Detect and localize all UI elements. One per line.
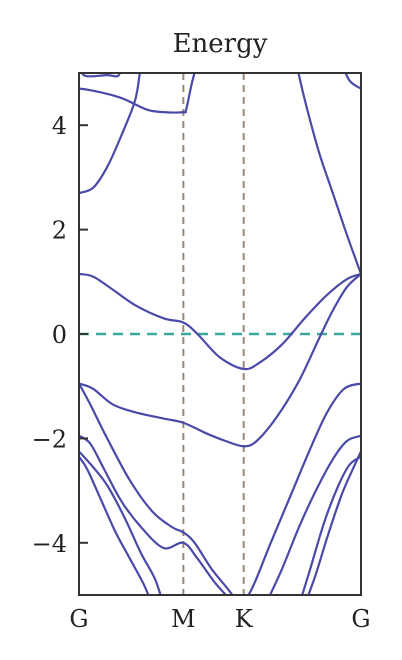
chart-title: Energy bbox=[173, 29, 268, 59]
y-tick-label: −2 bbox=[32, 425, 67, 453]
y-axis: 4 2 0 −2 −4 bbox=[32, 112, 88, 558]
band-line bbox=[79, 73, 196, 114]
band-line bbox=[301, 455, 361, 595]
band-line bbox=[79, 434, 228, 595]
x-tick-label: G bbox=[69, 605, 88, 633]
band-line bbox=[344, 73, 361, 90]
band-curves bbox=[79, 73, 361, 595]
band-line bbox=[79, 272, 361, 448]
band-line bbox=[79, 272, 361, 371]
band-line bbox=[79, 73, 141, 195]
band-line bbox=[201, 73, 205, 75]
band-line bbox=[80, 73, 121, 78]
y-tick-label: −4 bbox=[32, 530, 67, 558]
band-line bbox=[79, 450, 162, 595]
band-line bbox=[297, 73, 361, 276]
k-point-lines bbox=[182, 73, 245, 595]
y-tick-label: 4 bbox=[52, 112, 67, 140]
y-tick-label: 0 bbox=[52, 321, 67, 349]
x-tick-label: G bbox=[351, 605, 370, 633]
band-line bbox=[268, 434, 361, 595]
band-line bbox=[247, 382, 361, 595]
band-line bbox=[79, 382, 234, 595]
band-line bbox=[307, 450, 361, 595]
band-line bbox=[79, 455, 150, 595]
x-tick-label: K bbox=[235, 605, 254, 633]
y-tick-label: 2 bbox=[52, 217, 67, 245]
x-tick-label: M bbox=[171, 605, 196, 633]
